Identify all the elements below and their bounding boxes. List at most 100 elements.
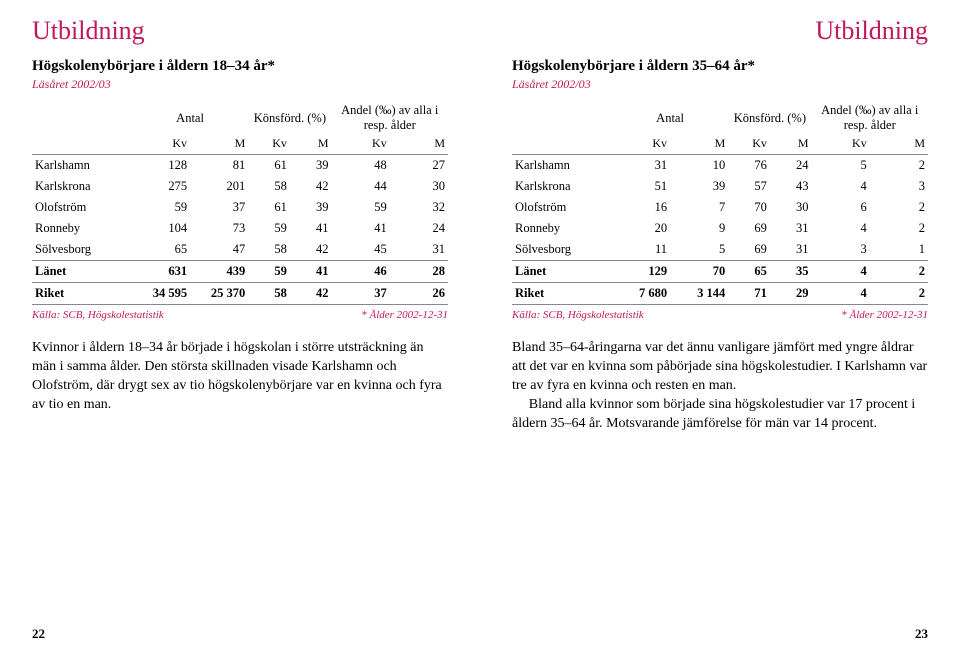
section-heading-right: Utbildning <box>512 18 928 44</box>
cell: 69 <box>728 239 770 261</box>
paragraph: Kvinnor i åldern 18–34 år började i högs… <box>32 339 448 415</box>
cell: 81 <box>190 155 248 177</box>
cell: 2 <box>870 261 928 283</box>
table-footnote: * Ålder 2002-12-31 <box>361 309 448 321</box>
subhead-blank <box>32 136 132 155</box>
subhead: M <box>390 136 448 155</box>
cell: 1 <box>870 239 928 261</box>
cell: 51 <box>612 176 670 197</box>
table-left: Antal Könsförd. (%) Andel (‰) av alla i … <box>32 100 448 305</box>
cell: 275 <box>132 176 190 197</box>
cell: 39 <box>290 197 332 218</box>
left-page: Utbildning Högskolenybörjare i åldern 18… <box>0 0 480 658</box>
row-label: Sölvesborg <box>512 239 612 261</box>
cell: 59 <box>331 197 389 218</box>
cell: 5 <box>670 239 728 261</box>
cell: 4 <box>811 283 869 305</box>
body-text-left: Kvinnor i åldern 18–34 år började i högs… <box>32 339 448 415</box>
cell: 3 <box>870 176 928 197</box>
cell: 39 <box>670 176 728 197</box>
col-group-konsford: Könsförd. (%) <box>248 100 331 136</box>
cell: 42 <box>290 176 332 197</box>
cell: 31 <box>612 155 670 177</box>
table-row: Länet12970653542 <box>512 261 928 283</box>
col-group-andel: Andel (‰) av alla i resp. ålder <box>331 100 448 136</box>
table-row: Karlskrona5139574343 <box>512 176 928 197</box>
table-row: Karlshamn1288161394827 <box>32 155 448 177</box>
subhead: M <box>770 136 812 155</box>
row-label: Länet <box>512 261 612 283</box>
cell: 65 <box>132 239 190 261</box>
cell: 41 <box>331 218 389 239</box>
cell: 70 <box>670 261 728 283</box>
table-row: Olofström593761395932 <box>32 197 448 218</box>
cell: 2 <box>870 197 928 218</box>
col-group-konsford: Könsförd. (%) <box>728 100 811 136</box>
subhead-blank <box>512 136 612 155</box>
table-source: Källa: SCB, Högskolestatistik <box>512 309 644 321</box>
table-row: Karlskrona27520158424430 <box>32 176 448 197</box>
page-number-right: 23 <box>915 626 928 642</box>
subhead: Kv <box>811 136 869 155</box>
cell: 31 <box>770 239 812 261</box>
row-label: Karlshamn <box>32 155 132 177</box>
cell: 4 <box>811 176 869 197</box>
subhead: M <box>670 136 728 155</box>
cell: 61 <box>248 155 290 177</box>
cell: 42 <box>290 239 332 261</box>
cell: 41 <box>290 261 332 283</box>
cell: 47 <box>190 239 248 261</box>
cell: 128 <box>132 155 190 177</box>
row-label: Riket <box>512 283 612 305</box>
row-label: Ronneby <box>32 218 132 239</box>
table-row: Olofström167703062 <box>512 197 928 218</box>
cell: 6 <box>811 197 869 218</box>
subhead: Kv <box>248 136 290 155</box>
cell: 57 <box>728 176 770 197</box>
cell: 24 <box>770 155 812 177</box>
cell: 46 <box>331 261 389 283</box>
cell: 32 <box>390 197 448 218</box>
cell: 37 <box>190 197 248 218</box>
cell: 59 <box>248 261 290 283</box>
row-label: Karlshamn <box>512 155 612 177</box>
table-row: Sölvesborg654758424531 <box>32 239 448 261</box>
cell: 39 <box>290 155 332 177</box>
cell: 30 <box>390 176 448 197</box>
section-heading-left: Utbildning <box>32 18 448 44</box>
cell: 34 595 <box>132 283 190 305</box>
cell: 71 <box>728 283 770 305</box>
cell: 3 <box>811 239 869 261</box>
cell: 10 <box>670 155 728 177</box>
page-number-left: 22 <box>32 626 45 642</box>
cell: 35 <box>770 261 812 283</box>
cell: 104 <box>132 218 190 239</box>
cell: 58 <box>248 239 290 261</box>
table-source-row-left: Källa: SCB, Högskolestatistik * Ålder 20… <box>32 309 448 321</box>
table-row: Ronneby209693142 <box>512 218 928 239</box>
cell: 5 <box>811 155 869 177</box>
cell: 20 <box>612 218 670 239</box>
table-source: Källa: SCB, Högskolestatistik <box>32 309 164 321</box>
row-label: Olofström <box>32 197 132 218</box>
col-group-andel: Andel (‰) av alla i resp. ålder <box>811 100 928 136</box>
cell: 11 <box>612 239 670 261</box>
subhead: Kv <box>132 136 190 155</box>
cell: 65 <box>728 261 770 283</box>
cell: 58 <box>248 283 290 305</box>
cell: 29 <box>770 283 812 305</box>
row-label: Karlskrona <box>512 176 612 197</box>
cell: 7 680 <box>612 283 670 305</box>
cell: 43 <box>770 176 812 197</box>
cell: 44 <box>331 176 389 197</box>
table-row: Karlshamn3110762452 <box>512 155 928 177</box>
subhead: Kv <box>612 136 670 155</box>
cell: 27 <box>390 155 448 177</box>
cell: 439 <box>190 261 248 283</box>
subhead: M <box>290 136 332 155</box>
right-page: Utbildning Högskolenybörjare i åldern 35… <box>480 0 960 658</box>
cell: 28 <box>390 261 448 283</box>
cell: 16 <box>612 197 670 218</box>
row-label: Olofström <box>512 197 612 218</box>
cell: 4 <box>811 261 869 283</box>
